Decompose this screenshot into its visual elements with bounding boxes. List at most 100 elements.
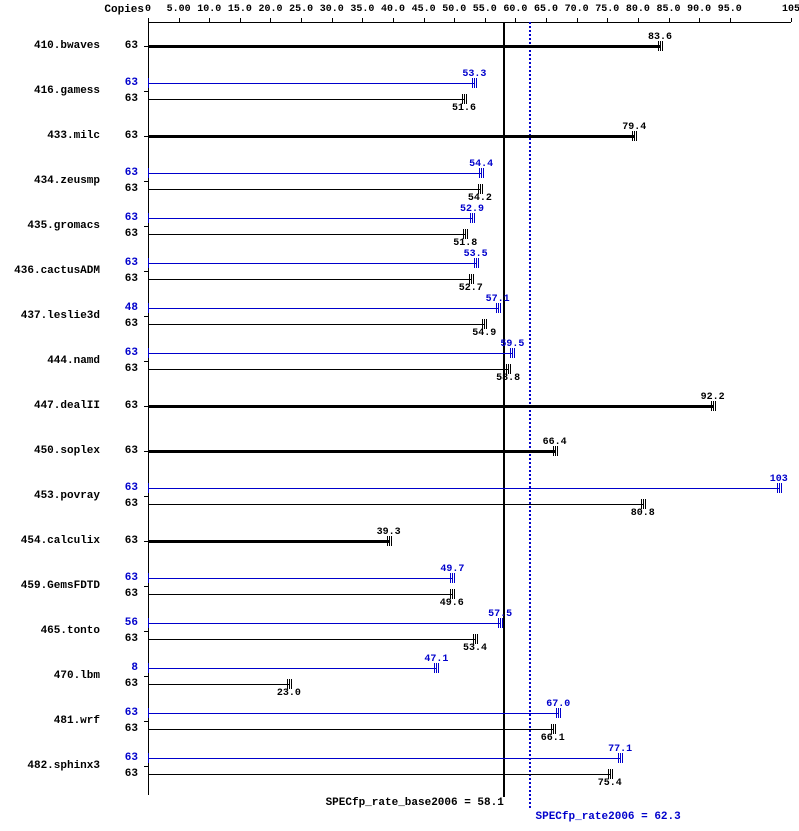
peak-bar — [148, 83, 474, 84]
peak-value-label: 57.5 — [488, 609, 512, 620]
base-copies: 63 — [0, 228, 138, 240]
x-tick — [669, 18, 670, 22]
peak-value-label: 59.5 — [500, 339, 524, 350]
x-tick — [791, 18, 792, 22]
peak-copies: 8 — [0, 662, 138, 674]
peak-bar — [148, 353, 512, 354]
base-value-label: 51.6 — [452, 103, 476, 114]
base-bar-cap-start — [148, 499, 149, 509]
base-copies: 63 — [0, 498, 138, 510]
row-tick — [144, 361, 148, 362]
x-tick — [577, 18, 578, 22]
base-value-label: 23.0 — [277, 688, 301, 699]
x-tick-label: 70.0 — [565, 4, 589, 15]
x-tick-label: 105 — [782, 4, 799, 15]
base-copies: 63 — [0, 678, 138, 690]
peak-copies: 63 — [0, 752, 138, 764]
x-tick — [638, 18, 639, 22]
base-value-label: 92.2 — [701, 392, 725, 403]
base-bar-cap-start — [148, 724, 149, 734]
base-value-label: 54.9 — [472, 328, 496, 339]
peak-bar — [148, 173, 481, 174]
peak-copies: 63 — [0, 257, 138, 269]
peak-value-label: 47.1 — [424, 654, 448, 665]
base-value-label: 49.6 — [440, 598, 464, 609]
base-copies: 63 — [0, 535, 138, 547]
base-copies: 63 — [0, 588, 138, 600]
base-bar — [148, 729, 553, 730]
base-value-label: 75.4 — [598, 778, 622, 789]
x-tick — [179, 18, 180, 22]
peak-bar-cap-start — [148, 168, 149, 178]
peak-value-label: 54.4 — [469, 159, 493, 170]
x-tick — [546, 18, 547, 22]
x-tick — [362, 18, 363, 22]
x-tick — [240, 18, 241, 22]
row-tick — [144, 226, 148, 227]
peak-copies: 63 — [0, 707, 138, 719]
peak-value-label: 49.7 — [440, 564, 464, 575]
base-value-label: 39.3 — [377, 527, 401, 538]
base-bar-cap-start — [148, 184, 149, 194]
base-bar-cap-start — [148, 274, 149, 284]
peak-bar-cap-start — [148, 573, 149, 583]
peak-copies: 63 — [0, 212, 138, 224]
base-value-label: 79.4 — [622, 122, 646, 133]
peak-value-label: 52.9 — [460, 204, 484, 215]
peak-copies: 63 — [0, 77, 138, 89]
peak-copies: 63 — [0, 167, 138, 179]
peak-copies: 63 — [0, 572, 138, 584]
peak-value-label: 53.3 — [462, 69, 486, 80]
copies-header: Copies — [104, 4, 144, 16]
peak-value-label: 57.1 — [486, 294, 510, 305]
peak-bar — [148, 758, 620, 759]
x-tick-label: 35.0 — [350, 4, 374, 15]
row-tick — [144, 316, 148, 317]
row-tick — [144, 766, 148, 767]
base-bar-cap-start — [148, 131, 149, 141]
x-tick-label: 60.0 — [503, 4, 527, 15]
base-copies: 63 — [0, 633, 138, 645]
peak-bar — [148, 308, 498, 309]
peak-bar-cap-start — [148, 663, 149, 673]
row-tick — [144, 271, 148, 272]
x-tick — [393, 18, 394, 22]
x-tick-label: 10.0 — [197, 4, 221, 15]
base-copies: 63 — [0, 318, 138, 330]
base-copies: 63 — [0, 768, 138, 780]
row-tick — [144, 181, 148, 182]
base-bar — [148, 234, 465, 235]
footer-base-label: SPECfp_rate_base2006 = 58.1 — [326, 797, 504, 809]
x-tick — [424, 18, 425, 22]
x-tick — [607, 18, 608, 22]
base-copies: 63 — [0, 363, 138, 375]
base-bar-cap-start — [148, 634, 149, 644]
base-bar — [148, 405, 713, 408]
base-value-label: 54.2 — [468, 193, 492, 204]
base-value-label: 58.8 — [496, 373, 520, 384]
x-tick-label: 25.0 — [289, 4, 313, 15]
peak-copies: 63 — [0, 347, 138, 359]
base-bar — [148, 774, 610, 775]
row-tick — [144, 136, 148, 137]
base-copies: 63 — [0, 445, 138, 457]
peak-bar-cap-start — [148, 348, 149, 358]
x-tick — [301, 18, 302, 22]
base-copies: 63 — [0, 723, 138, 735]
peak-bar-cap-start — [148, 258, 149, 268]
x-tick-label: 0 — [145, 4, 151, 15]
peak-bar — [148, 623, 500, 624]
base-bar-cap-start — [148, 769, 149, 779]
x-tick-label: 75.0 — [595, 4, 619, 15]
base-bar — [148, 189, 480, 190]
peak-bar-cap-start — [148, 213, 149, 223]
peak-bar — [148, 668, 436, 669]
base-bar — [148, 369, 508, 370]
peak-bar — [148, 218, 472, 219]
base-bar-cap-start — [148, 401, 149, 411]
base-value-label: 83.6 — [648, 32, 672, 43]
x-tick-label: 85.0 — [657, 4, 681, 15]
x-tick — [515, 18, 516, 22]
base-bar-cap-start — [148, 679, 149, 689]
peak-copies: 56 — [0, 617, 138, 629]
